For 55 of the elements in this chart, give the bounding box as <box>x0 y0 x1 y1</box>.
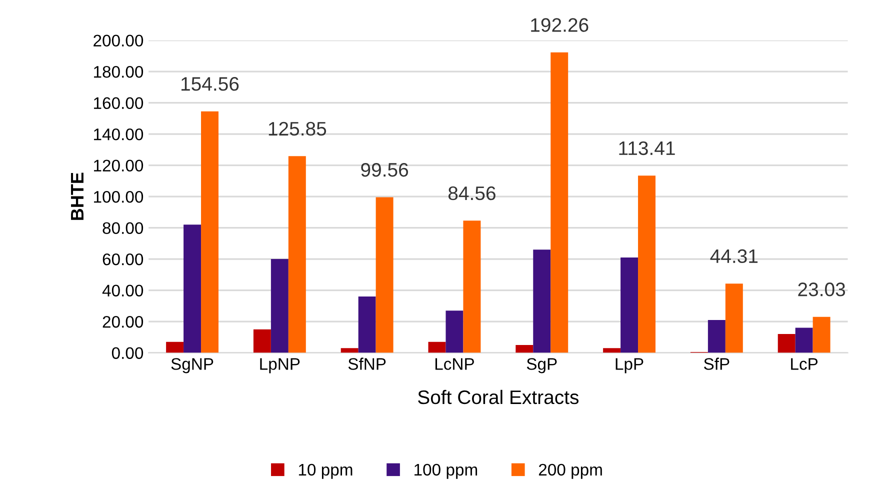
bar <box>428 342 446 353</box>
bar <box>253 329 271 353</box>
bar <box>778 334 796 353</box>
x-tick-label: SfNP <box>348 358 386 370</box>
data-label: 154.56 <box>182 77 239 91</box>
bar <box>270 259 288 353</box>
y-tick-label: 200.00 <box>94 34 144 47</box>
x-axis-title: Soft Coral Extracts <box>418 390 579 404</box>
data-label: 113.41 <box>619 141 675 156</box>
y-tick-label: 60.00 <box>102 253 144 266</box>
x-tick-label: SfP <box>704 358 730 370</box>
y-tick-label: 120.00 <box>94 160 144 172</box>
bar <box>725 284 743 353</box>
bar <box>620 257 638 353</box>
y-axis-title: BHTE <box>71 172 84 220</box>
bar <box>446 310 464 353</box>
bar <box>358 296 376 353</box>
bar <box>376 197 394 353</box>
bar <box>166 342 184 353</box>
y-tick-label: 160.00 <box>94 97 144 110</box>
bar <box>184 224 202 353</box>
y-tick-label: 0.00 <box>112 347 144 360</box>
y-tick-label: 180.00 <box>94 66 144 78</box>
bar <box>340 348 358 353</box>
bar <box>516 344 534 353</box>
bar <box>708 320 726 353</box>
y-tick-label: 140.00 <box>94 128 144 140</box>
bar <box>550 52 568 353</box>
y-tick-label: 20.00 <box>102 316 144 328</box>
y-tick-label: 100.00 <box>94 190 144 203</box>
bar <box>463 220 481 353</box>
x-tick-label: LpNP <box>260 358 300 374</box>
bar <box>533 250 551 353</box>
y-tick-label: 80.00 <box>102 222 144 234</box>
data-label: 125.85 <box>268 122 326 136</box>
data-label: 99.56 <box>361 162 408 177</box>
bar <box>201 111 218 353</box>
legend-label: 200 ppm <box>538 464 602 479</box>
x-tick-label: LpP <box>616 358 644 374</box>
bar <box>795 328 813 353</box>
legend-label: 10 ppm <box>298 464 352 479</box>
data-label: 44.31 <box>710 249 758 264</box>
data-label: 192.26 <box>531 18 588 32</box>
bar <box>812 316 830 353</box>
x-tick-label: SgP <box>526 358 557 374</box>
bar <box>603 348 621 353</box>
data-label: 23.03 <box>798 282 846 296</box>
x-tick-label: LcP <box>791 358 818 370</box>
bar <box>638 176 656 353</box>
x-tick-label: SgNP <box>171 358 214 374</box>
bar <box>288 156 306 353</box>
legend-label: 100 ppm <box>414 464 478 479</box>
data-label: 84.56 <box>448 186 496 200</box>
y-tick-label: 40.00 <box>102 284 144 297</box>
x-tick-label: LcNP <box>435 358 474 370</box>
